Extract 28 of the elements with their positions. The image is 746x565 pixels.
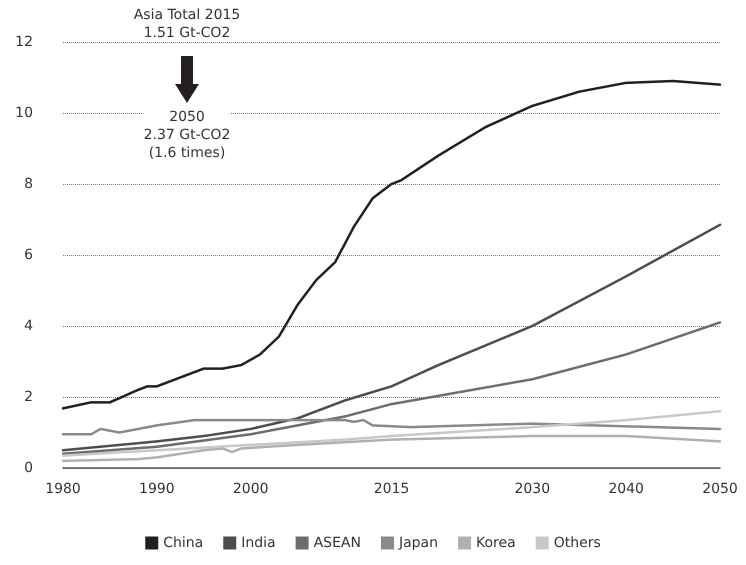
y-tick-label: 4 xyxy=(24,318,34,334)
line-series xyxy=(62,410,722,457)
y-tick-label: 2 xyxy=(24,389,33,405)
line-series xyxy=(62,80,722,410)
x-tick-label: 1980 xyxy=(45,481,81,497)
text: Asia Total 2015 1.51 Gt-CO2 xyxy=(134,7,240,41)
legend-label: Others xyxy=(554,535,601,551)
line-series xyxy=(62,418,722,436)
line-series xyxy=(62,434,722,462)
y-tick-label: 0 xyxy=(24,460,33,476)
x-tick-label: 2015 xyxy=(374,481,410,497)
y-tick-label: 12 xyxy=(15,34,33,50)
line-series xyxy=(62,321,722,456)
x-tick-label: 2000 xyxy=(232,481,269,497)
x-tick-label: 1990 xyxy=(139,481,175,497)
legend-label: ASEAN xyxy=(314,535,361,551)
annotation: 2050 2.37 Gt-CO2 (1.6 times) xyxy=(144,109,230,161)
legend-label: Japan xyxy=(398,535,438,551)
x-tick-label: 2050 xyxy=(702,481,738,497)
y-tick-label: 8 xyxy=(24,176,33,192)
x-tick-label: 2040 xyxy=(608,481,644,497)
legend-label: China xyxy=(163,535,204,551)
y-tick-label: 10 xyxy=(15,105,33,121)
y-tick-label: 6 xyxy=(24,247,34,263)
legend-label: Korea xyxy=(476,535,516,551)
x-tick-label: 2030 xyxy=(514,481,550,497)
line-series xyxy=(62,224,722,452)
legend-label: India xyxy=(241,535,276,551)
